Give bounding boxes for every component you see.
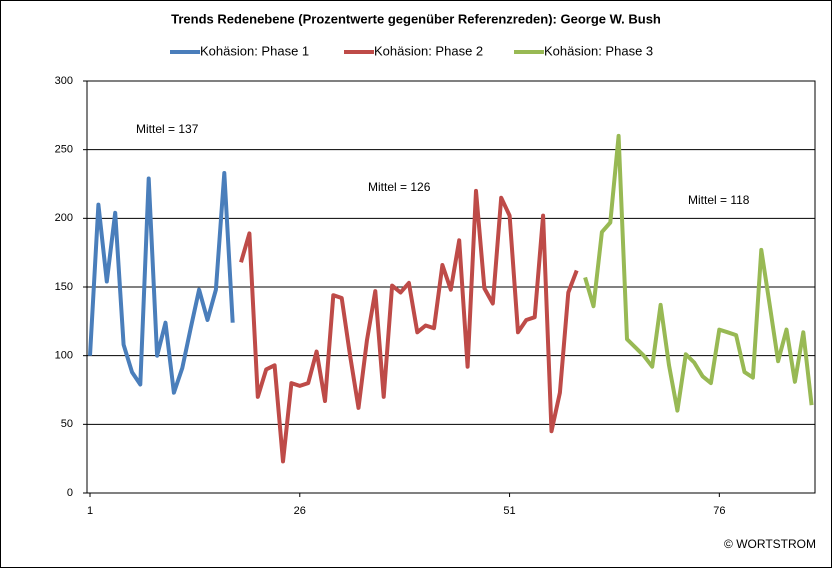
annotation: Mittel = 126 [368, 180, 431, 194]
series-line [583, 133, 814, 413]
y-tick-label: 150 [55, 281, 73, 293]
x-tick-label: 1 [87, 505, 93, 517]
y-tick-label: 250 [55, 144, 73, 156]
y-tick-label: 50 [61, 418, 73, 430]
y-tick-label: 0 [67, 487, 73, 499]
y-tick-label: 200 [55, 212, 73, 224]
legend-label: Kohäsion: Phase 1 [200, 43, 309, 58]
legend-label: Kohäsion: Phase 3 [544, 43, 653, 58]
series-line [88, 171, 235, 395]
legend-label: Kohäsion: Phase 2 [374, 43, 483, 58]
annotation: Mittel = 137 [136, 122, 199, 136]
footer: © WORTSTROM [724, 537, 816, 551]
x-tick-label: 26 [294, 505, 306, 517]
y-tick-label: 300 [55, 75, 73, 87]
series-line [239, 188, 579, 464]
chart-title: Trends Redenebene (Prozentwerte gegenübe… [171, 11, 661, 26]
y-tick-label: 100 [55, 350, 73, 362]
x-tick-label: 76 [713, 505, 725, 517]
x-tick-label: 51 [503, 505, 515, 517]
annotation: Mittel = 118 [688, 193, 750, 207]
